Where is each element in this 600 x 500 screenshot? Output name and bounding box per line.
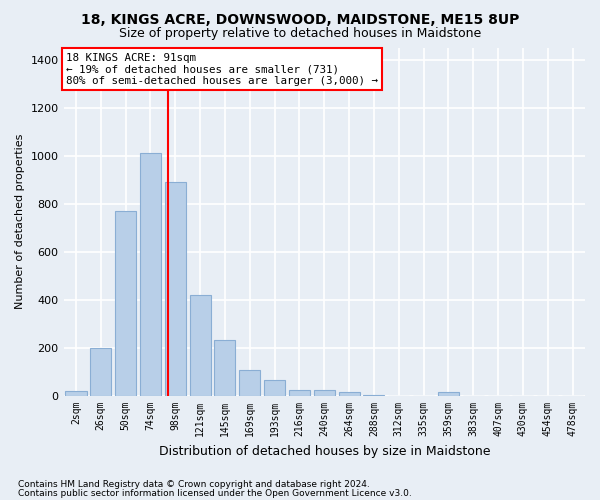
Bar [338,392,359,396]
Text: Contains HM Land Registry data © Crown copyright and database right 2024.: Contains HM Land Registry data © Crown c… [18,480,370,489]
Bar [364,395,385,396]
Bar [264,380,285,396]
X-axis label: Distribution of detached houses by size in Maidstone: Distribution of detached houses by size … [158,444,490,458]
Text: 18, KINGS ACRE, DOWNSWOOD, MAIDSTONE, ME15 8UP: 18, KINGS ACRE, DOWNSWOOD, MAIDSTONE, ME… [81,12,519,26]
Y-axis label: Number of detached properties: Number of detached properties [15,134,25,310]
Bar [438,392,459,396]
Bar [115,211,136,396]
Bar [190,295,211,396]
Bar [239,370,260,396]
Bar [65,391,86,396]
Text: Contains public sector information licensed under the Open Government Licence v3: Contains public sector information licen… [18,488,412,498]
Text: 18 KINGS ACRE: 91sqm
← 19% of detached houses are smaller (731)
80% of semi-deta: 18 KINGS ACRE: 91sqm ← 19% of detached h… [66,52,378,86]
Bar [289,390,310,396]
Bar [314,390,335,396]
Bar [214,340,235,396]
Bar [140,154,161,396]
Bar [165,182,186,396]
Text: Size of property relative to detached houses in Maidstone: Size of property relative to detached ho… [119,28,481,40]
Bar [90,348,112,396]
